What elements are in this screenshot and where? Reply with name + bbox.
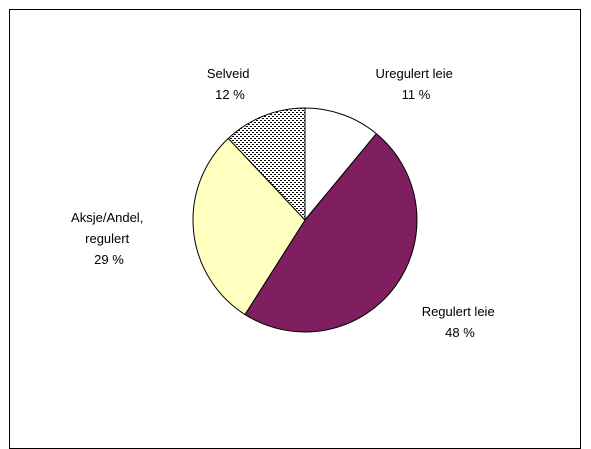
slice-label-selveid: Selveid 12 % xyxy=(207,66,253,102)
slice-label-uregulert-leie: Uregulert leie 11 % xyxy=(376,66,457,102)
pie-slice-selveid xyxy=(227,107,306,222)
slice-label-aksje-andel-regulert: Aksje/Andel, regulert 29 % xyxy=(71,210,147,267)
pie-slice-regulert-leie xyxy=(244,132,418,333)
pie-slice-uregulert-leie xyxy=(304,107,378,222)
pie-chart: Uregulert leie 11 % Regulert leie 48 % A… xyxy=(71,66,499,340)
pie-labels: Uregulert leie 11 % Regulert leie 48 % A… xyxy=(71,66,499,340)
pie-slices xyxy=(192,107,418,333)
slice-label-regulert-leie: Regulert leie 48 % xyxy=(422,304,499,340)
pie-slice-aksje-andel-regulert xyxy=(192,137,306,316)
